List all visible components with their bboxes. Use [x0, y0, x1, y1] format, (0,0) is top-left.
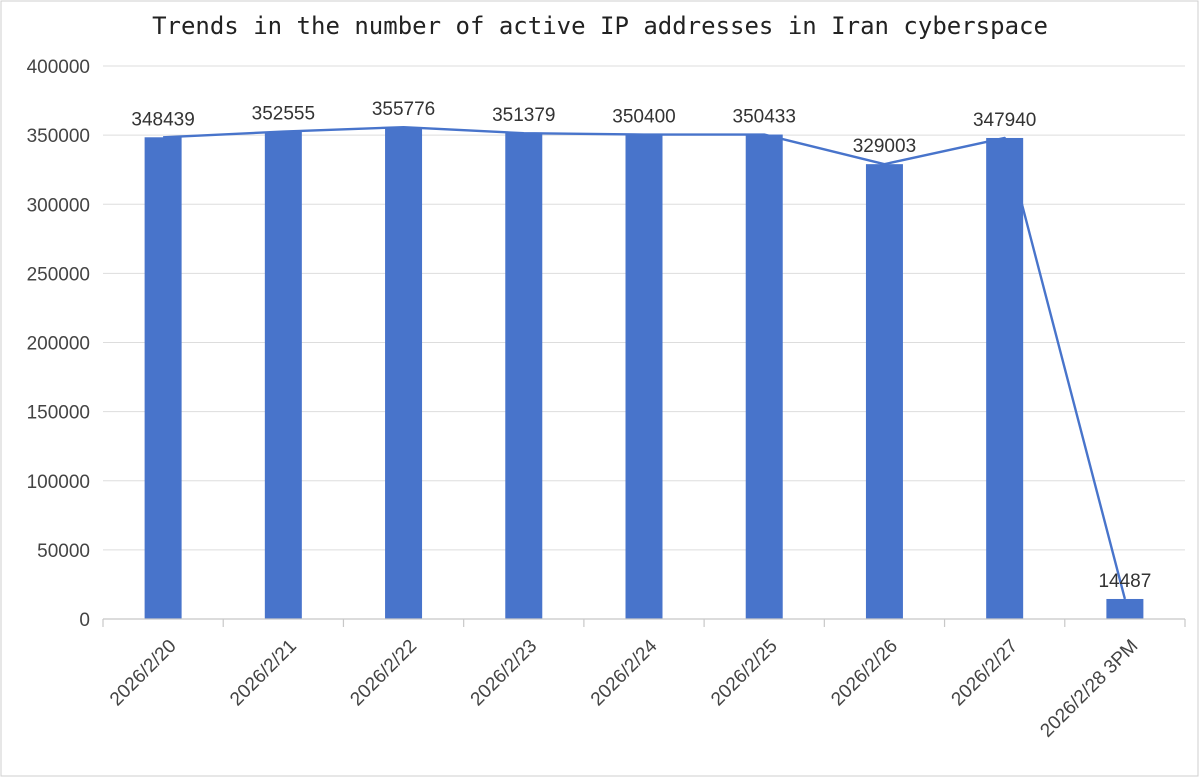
x-tick-label: 2026/2/21 [226, 636, 301, 711]
data-label: 347940 [973, 110, 1036, 131]
bar [625, 134, 663, 619]
x-tick-label: 2026/2/23 [467, 636, 542, 711]
data-label: 329003 [853, 136, 916, 157]
data-label: 351379 [492, 105, 555, 126]
y-tick-label: 0 [79, 610, 90, 631]
bar [505, 133, 543, 619]
trend-line [163, 125, 1127, 600]
y-tick-label: 200000 [27, 334, 90, 355]
chart-title: Trends in the number of active IP addres… [152, 12, 1048, 40]
y-tick-label: 350000 [27, 126, 90, 147]
bar [986, 137, 1024, 619]
data-label: 350433 [733, 107, 796, 128]
y-tick-label: 300000 [27, 195, 90, 216]
bars [144, 127, 1144, 620]
data-labels: 348439 352555 355776 351379 350400 350433 3290… [131, 99, 1151, 592]
x-tick-label: 2026/2/22 [346, 636, 421, 711]
data-label: 350400 [612, 107, 675, 128]
x-tick-label: 2026/2/27 [948, 636, 1023, 711]
x-tick-label: 2026/2/26 [827, 636, 902, 711]
bar [385, 127, 423, 619]
data-label: 355776 [372, 99, 435, 120]
bar [1106, 598, 1144, 619]
data-label: 348439 [131, 109, 194, 130]
bar [144, 137, 182, 619]
y-tick-label: 100000 [27, 472, 90, 493]
y-tick-label: 250000 [27, 264, 90, 285]
x-tick-label: 2026/2/28 3PM [1036, 636, 1142, 742]
data-label: 352555 [252, 104, 315, 125]
y-tick-label: 50000 [37, 541, 90, 562]
data-label: 14487 [1098, 571, 1151, 592]
y-tick-label: 400000 [27, 57, 90, 78]
bar [865, 164, 903, 619]
bar [264, 131, 302, 619]
x-tick-label: 2026/2/20 [106, 636, 181, 711]
y-tick-label: 150000 [27, 403, 90, 424]
x-tick-label: 2026/2/24 [587, 635, 662, 710]
series-line [163, 125, 1127, 600]
bar [745, 134, 783, 620]
x-tick-label: 2026/2/25 [707, 636, 782, 711]
